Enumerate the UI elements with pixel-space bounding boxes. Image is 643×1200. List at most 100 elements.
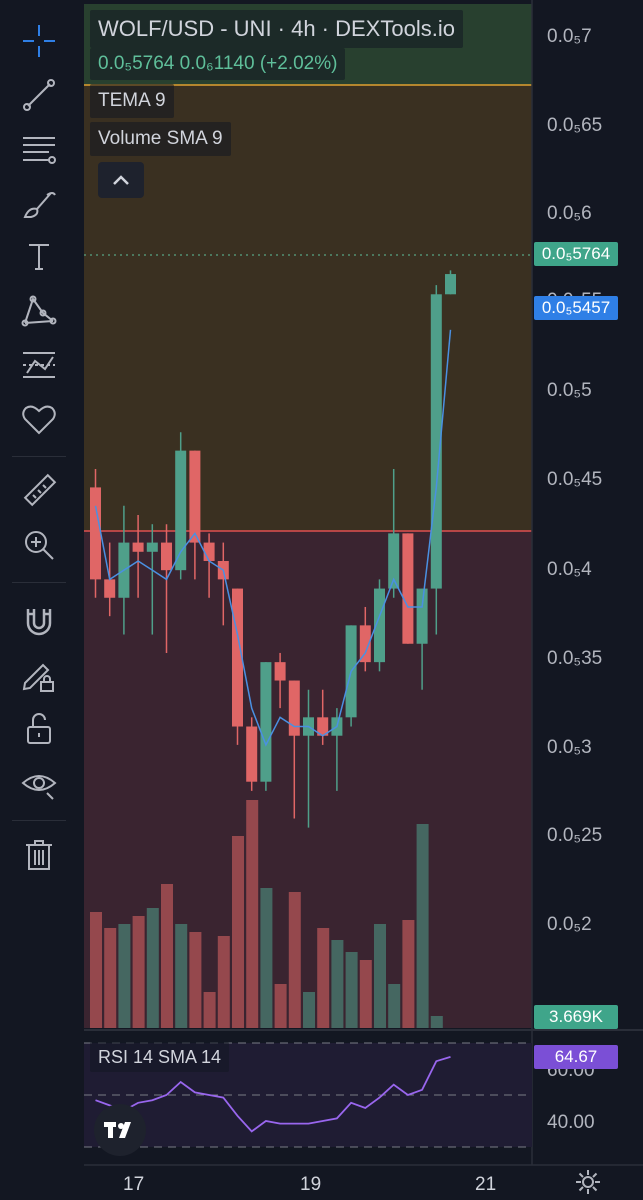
upper-zone — [84, 85, 532, 531]
price-tick: 0.0₅65 — [547, 115, 602, 136]
volume-label: 3.669K — [534, 1005, 618, 1029]
collapse-legend-button[interactable] — [98, 162, 144, 198]
candle-body — [104, 579, 116, 598]
volume-bar — [430, 1016, 443, 1028]
lock-drawings-pencil-tool[interactable] — [14, 652, 64, 698]
toolbar-divider — [12, 456, 66, 457]
brush-icon — [23, 192, 56, 218]
volume-bar — [288, 892, 301, 1028]
candle — [161, 524, 172, 653]
candle — [345, 625, 357, 727]
volume-bar — [90, 912, 102, 1028]
tema-indicator-label[interactable]: TEMA 9 — [90, 84, 174, 118]
volume-bar — [217, 936, 230, 1028]
heart-icon — [22, 405, 56, 435]
trash-icon — [26, 840, 52, 870]
volume-bar — [132, 916, 145, 1028]
chevron-up-icon — [113, 175, 129, 185]
price-tick: 0.0₅45 — [547, 469, 602, 490]
time-tick: 17 — [123, 1174, 144, 1195]
candle — [388, 469, 400, 598]
candle — [90, 469, 101, 598]
zoom-in-icon — [25, 531, 54, 560]
volume-bar — [303, 992, 315, 1028]
candle — [132, 515, 144, 598]
remove-drawings-tool[interactable] — [14, 832, 64, 878]
rsi-indicator-label[interactable]: RSI 14 SMA 14 — [90, 1042, 230, 1072]
chart-title[interactable]: WOLF/USD - UNI · 4h · DEXTools.io — [90, 10, 463, 48]
favorites-tool[interactable] — [14, 396, 64, 442]
toolbar-divider — [12, 582, 66, 583]
time-tick: 21 — [475, 1174, 496, 1195]
candle-body — [203, 542, 215, 561]
price-tick: 0.0₅35 — [547, 648, 602, 669]
last-price-label: 0.0₅5764 — [534, 242, 618, 266]
magnet-tool[interactable] — [14, 598, 64, 644]
volume-bar — [118, 924, 131, 1028]
rsi-value-label: 64.67 — [534, 1045, 618, 1069]
ruler-icon — [23, 473, 57, 507]
tradingview-logo[interactable] — [94, 1104, 146, 1156]
candle — [175, 432, 187, 580]
volume-bar — [317, 928, 330, 1028]
candle — [445, 270, 456, 295]
candle — [260, 662, 272, 791]
volume-bar — [189, 932, 202, 1028]
fib-retracement-icon — [23, 137, 56, 164]
candle — [203, 533, 215, 598]
volume-bar — [274, 984, 287, 1028]
volume-sma-indicator-label[interactable]: Volume SMA 9 — [90, 122, 231, 156]
tv-logo-icon — [104, 1122, 131, 1138]
candle — [146, 524, 158, 635]
volume-bar — [104, 928, 117, 1028]
measure-tool[interactable] — [14, 468, 64, 514]
candle-body — [317, 717, 329, 736]
fib-tool[interactable] — [14, 126, 64, 172]
volume-bars — [90, 800, 443, 1028]
visibility-tool[interactable] — [14, 760, 64, 806]
candle — [430, 285, 442, 635]
candle-body — [175, 450, 187, 571]
volume-bar — [203, 992, 216, 1028]
zoom-tool[interactable] — [14, 522, 64, 568]
candle — [402, 533, 414, 644]
pattern-icon — [21, 295, 57, 327]
eye-icon — [21, 775, 57, 800]
brush-tool[interactable] — [14, 180, 64, 226]
volume-bar — [345, 952, 358, 1028]
tema-price-label: 0.0₅5457 — [534, 296, 618, 320]
price-tick: 0.0₅4 — [547, 559, 592, 580]
candles — [90, 270, 456, 828]
pattern-tool[interactable] — [14, 288, 64, 334]
volume-bar — [388, 984, 401, 1028]
crosshair-tool[interactable] — [14, 18, 64, 64]
candle-body — [161, 542, 172, 571]
candle-body — [90, 487, 101, 580]
candle-body — [430, 294, 442, 589]
toolbar-divider — [12, 820, 66, 821]
candle-body — [132, 542, 144, 552]
rsi-tick: 40.00 — [547, 1112, 595, 1133]
trend-line-tool[interactable] — [14, 72, 64, 118]
gear-icon — [576, 1170, 600, 1194]
lock-tool[interactable] — [14, 706, 64, 752]
candle-body — [260, 662, 272, 782]
candle-body — [288, 680, 300, 736]
candle-body — [402, 533, 414, 644]
candle-body — [388, 533, 400, 589]
candle-body — [374, 588, 385, 663]
prediction-tool[interactable] — [14, 342, 64, 388]
candle-body — [146, 542, 158, 552]
candle — [246, 717, 258, 791]
time-tick: 19 — [300, 1174, 321, 1195]
candle — [232, 588, 243, 745]
chart-settings-button[interactable] — [572, 1166, 604, 1198]
text-tool[interactable] — [14, 234, 64, 280]
candle — [288, 680, 300, 819]
candle-body — [445, 274, 456, 295]
candle — [374, 579, 385, 672]
volume-bar — [246, 800, 259, 1028]
pencil-lock-icon — [22, 663, 54, 692]
candle — [274, 652, 286, 709]
